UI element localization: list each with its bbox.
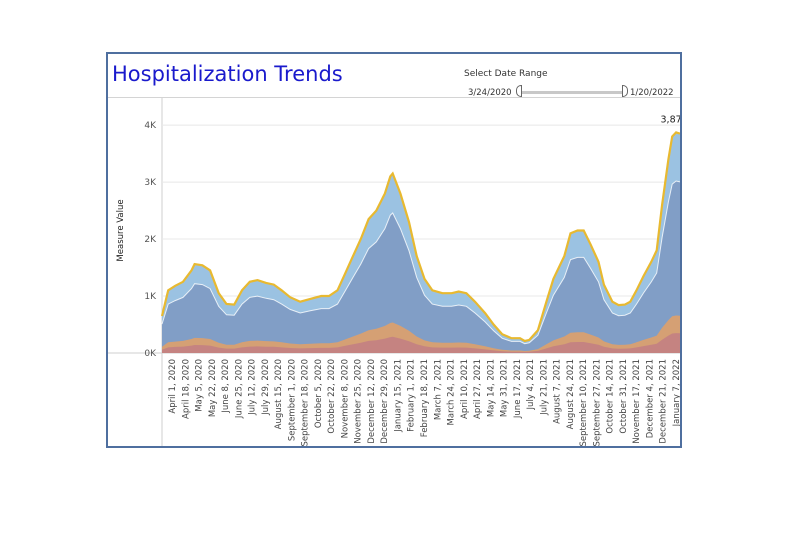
x-tick-label: May 22, 2020 [208, 359, 218, 417]
x-tick-label: September 27, 2021 [592, 359, 602, 446]
x-tick-label: May 5, 2020 [195, 359, 205, 412]
x-tick-label: July 12, 2020 [248, 359, 258, 416]
page-title: Hospitalization Trends [112, 62, 343, 86]
x-tick-label: April 10, 2021 [460, 359, 470, 419]
header-divider [108, 97, 680, 98]
x-tick-label: July 4, 2021 [526, 359, 536, 410]
y-tick-label: 0K [144, 349, 157, 359]
x-tick-label: August 7, 2021 [553, 359, 563, 424]
date-range-start-handle[interactable] [516, 85, 522, 97]
x-tick-label: October 22, 2020 [327, 359, 337, 434]
x-tick-label: September 1, 2020 [287, 359, 297, 441]
x-tick-label: November 25, 2020 [354, 359, 364, 444]
date-range-end-handle[interactable] [622, 85, 628, 97]
x-tick-label: March 7, 2021 [433, 359, 443, 420]
x-tick-label: July 29, 2020 [261, 359, 271, 416]
y-tick-label: 3K [144, 178, 157, 188]
area-series-4 [162, 333, 680, 353]
date-range-start-value: 3/24/2020 [468, 88, 512, 98]
x-tick-label: December 12, 2020 [367, 359, 377, 444]
x-tick-label: September 18, 2020 [301, 359, 311, 446]
x-tick-label: April 27, 2021 [473, 359, 483, 419]
date-range-slider-track[interactable] [518, 91, 626, 94]
y-axis-title: Measure Value [116, 199, 126, 261]
x-tick-label: December 4, 2021 [645, 359, 655, 438]
dashboard-frame: Hospitalization Trends Select Date Range… [106, 52, 682, 448]
x-tick-label: June 8, 2020 [221, 359, 231, 414]
peak-value-label: 3,871 [661, 114, 680, 125]
x-tick-label: August 24, 2021 [566, 359, 576, 429]
x-tick-label: May 31, 2021 [500, 359, 510, 417]
series-divider-line [161, 180, 680, 345]
total-line [160, 131, 680, 343]
x-tick-label: July 21, 2021 [539, 359, 549, 416]
x-tick-label: January 15, 2021 [393, 359, 403, 433]
x-tick-label: November 8, 2020 [340, 359, 350, 438]
x-tick-label: October 14, 2021 [606, 359, 616, 434]
x-tick-label: September 10, 2021 [579, 359, 589, 446]
x-tick-label: December 21, 2021 [659, 359, 669, 444]
x-tick-label: January 7, 2022 [672, 359, 680, 427]
hospitalization-chart: 0K 1K 2K 3K 4K Measure Value 3,871 April 1, 202… [108, 98, 680, 446]
x-tick-label: June 17, 2021 [513, 359, 523, 419]
x-tick-label: August 15, 2020 [274, 359, 284, 429]
x-tick-label: May 14, 2021 [486, 359, 496, 417]
y-tick-label: 4K [144, 121, 157, 131]
area-series-3 [162, 315, 680, 353]
date-range-label: Select Date Range [464, 69, 548, 79]
date-range-end-value: 1/20/2022 [630, 88, 674, 98]
x-tick-label: November 17, 2021 [632, 359, 642, 444]
x-tick-label: December 29, 2020 [380, 359, 390, 444]
y-tick-label: 1K [144, 292, 157, 302]
x-tick-label: March 24, 2021 [447, 359, 457, 425]
x-tick-label: February 1, 2021 [407, 359, 417, 432]
x-tick-label: April 1, 2020 [168, 359, 178, 414]
x-tick-label: February 18, 2021 [420, 359, 430, 437]
y-tick-label: 2K [144, 235, 157, 245]
x-tick-label: October 5, 2020 [314, 359, 324, 428]
x-tick-label: June 25, 2020 [234, 359, 244, 419]
x-tick-label: April 18, 2020 [181, 359, 191, 419]
x-tick-label: October 31, 2021 [619, 359, 629, 434]
